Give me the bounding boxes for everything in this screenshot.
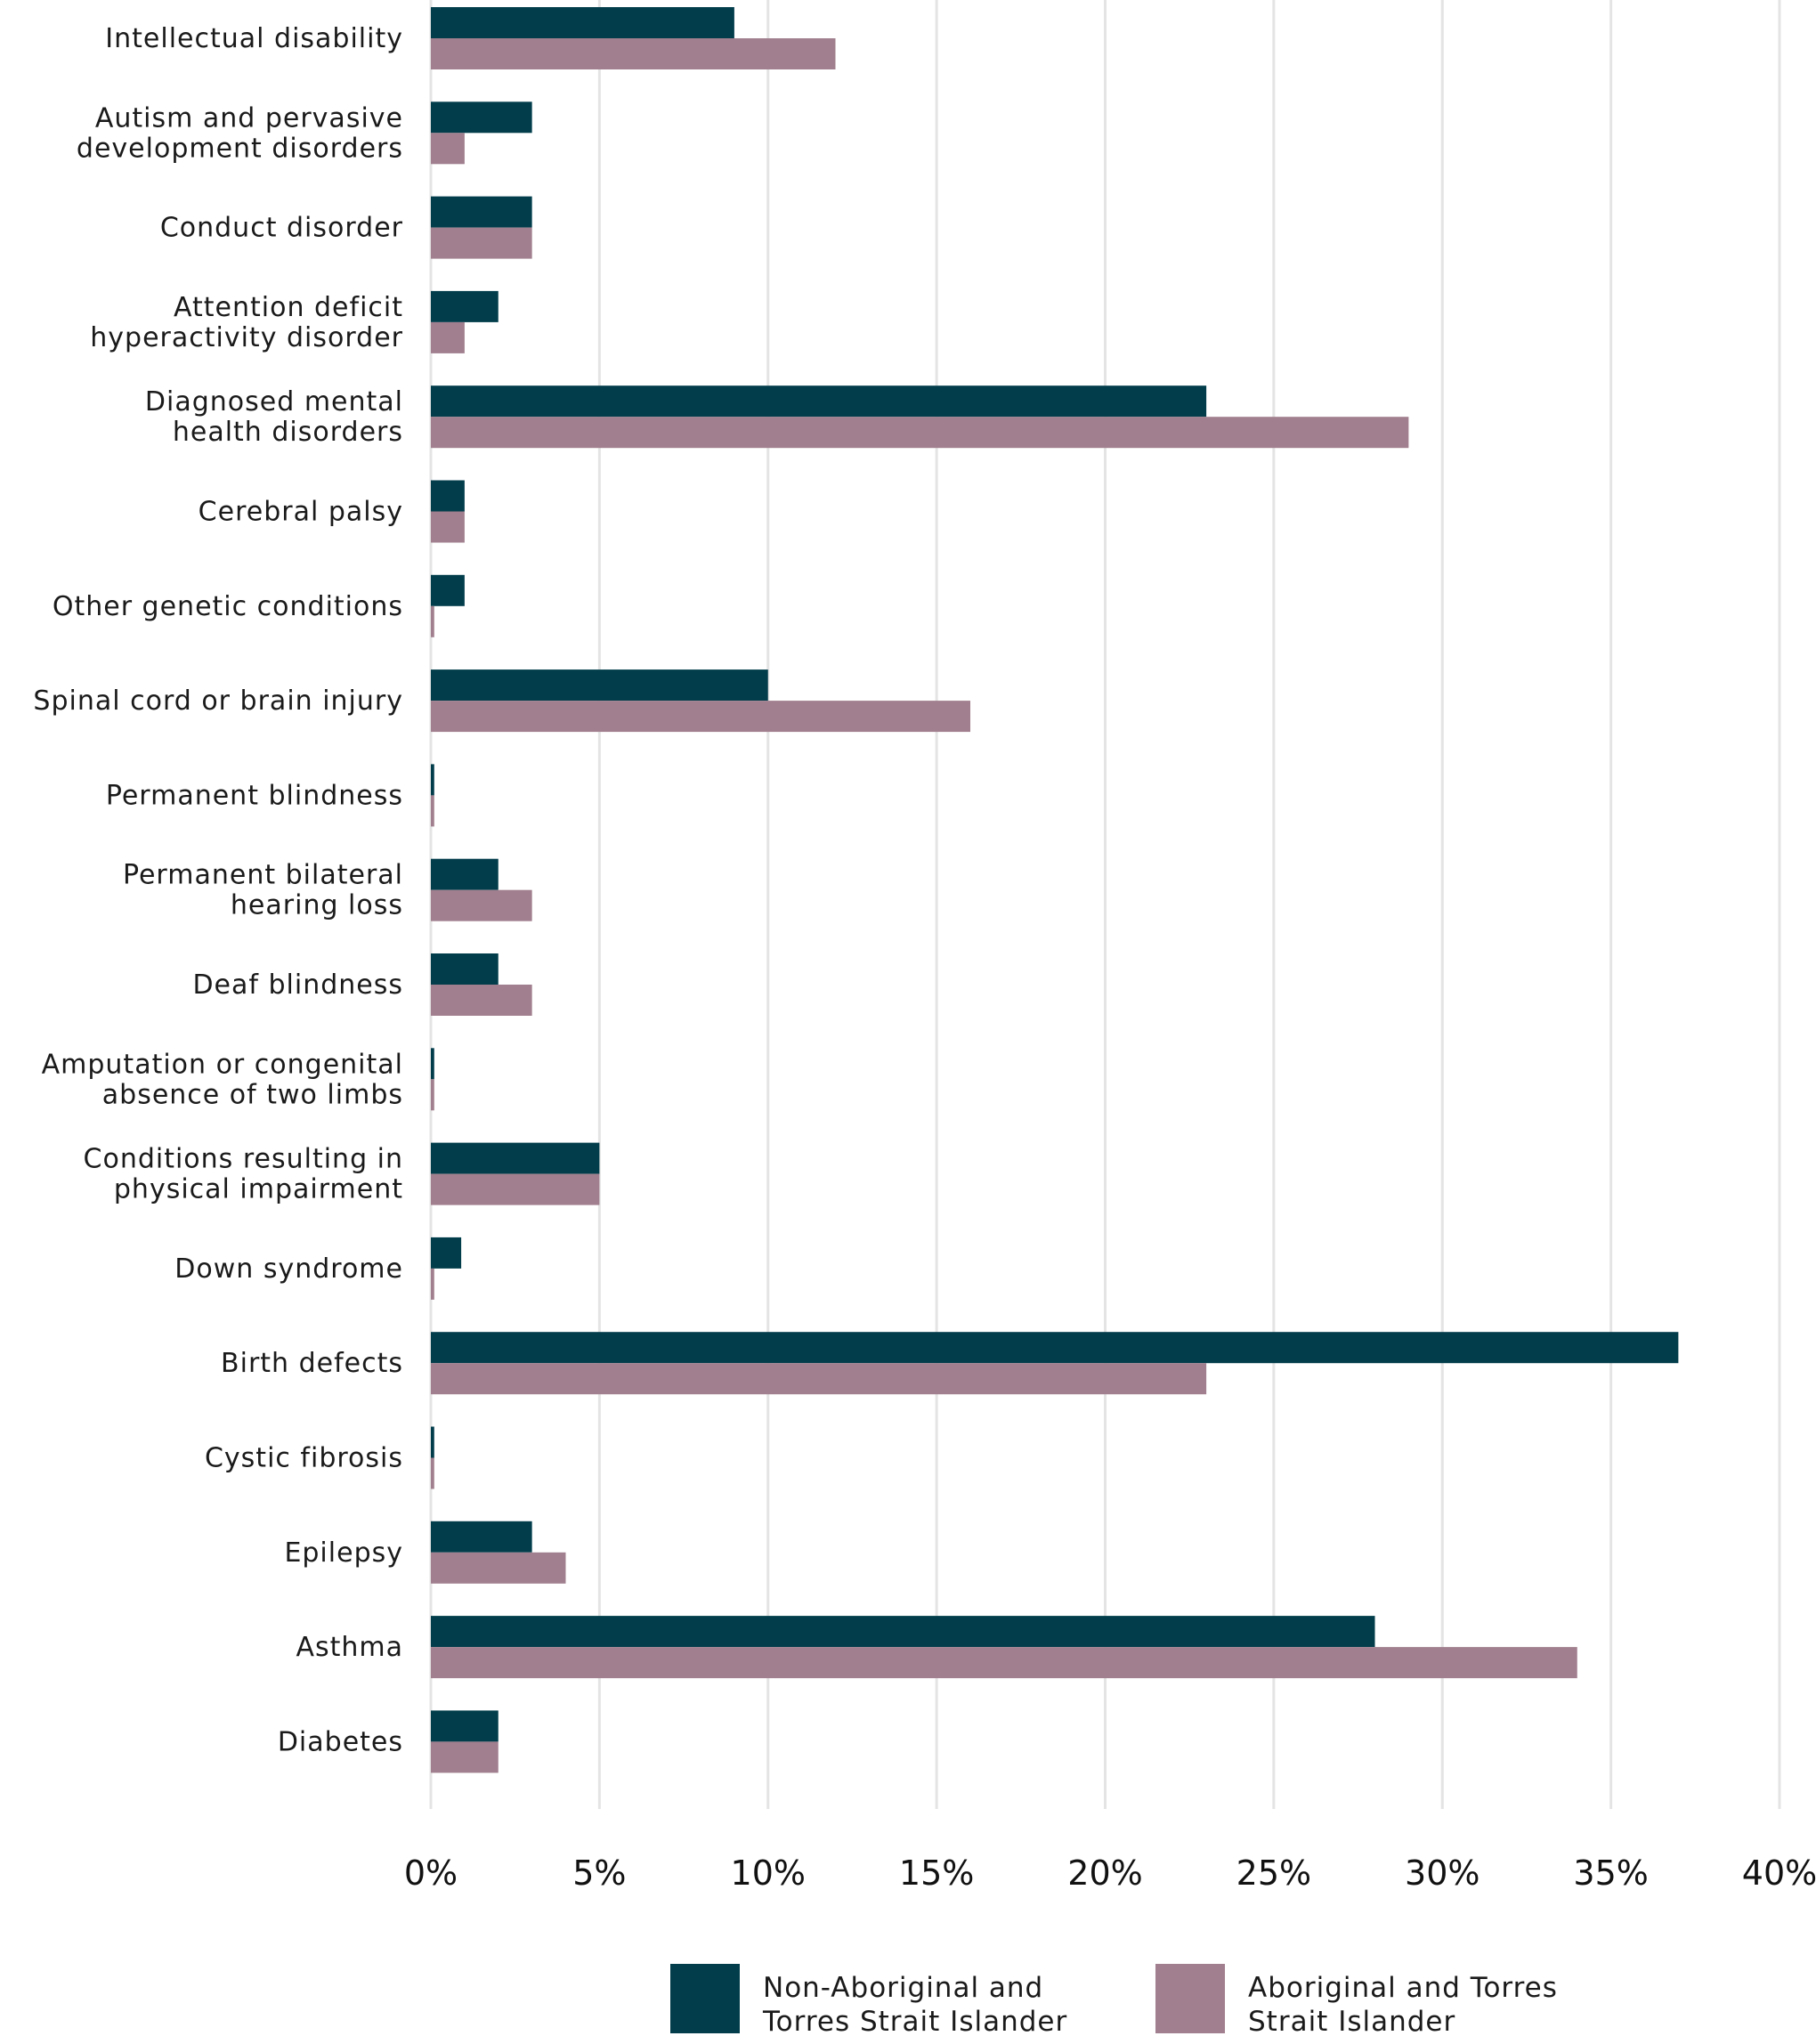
category-label: Conditions resulting in <box>84 1144 403 1175</box>
bar-non-aboriginal <box>431 953 499 985</box>
bar-non-aboriginal <box>431 1521 532 1553</box>
x-tick-label: 15% <box>899 1853 974 1893</box>
category-label: Conduct disorder <box>160 213 403 244</box>
bar-non-aboriginal <box>431 1426 434 1458</box>
x-axis-ticks: 0% 5% 10% 15% 20% 25% 30% 35% 40% <box>404 1853 1816 1893</box>
bar-non-aboriginal <box>431 1048 434 1080</box>
bar-non-aboriginal <box>431 290 499 322</box>
bar-aboriginal <box>431 985 532 1016</box>
category-label: Down syndrome <box>174 1253 403 1285</box>
bar-aboriginal <box>431 1079 434 1111</box>
bar-non-aboriginal <box>431 858 499 890</box>
category-label: hearing loss <box>231 890 403 921</box>
x-tick-label: 40% <box>1742 1853 1816 1893</box>
category-label: Autism and pervasive <box>95 102 403 134</box>
category-label: physical impairment <box>114 1174 403 1205</box>
bars <box>431 7 1679 1773</box>
bar-non-aboriginal <box>431 480 465 512</box>
category-label: Intellectual disability <box>105 23 403 54</box>
category-label: Permanent blindness <box>106 780 403 811</box>
x-tick-label: 25% <box>1236 1853 1311 1893</box>
category-label: absence of two limbs <box>102 1079 403 1110</box>
bar-non-aboriginal <box>431 7 734 38</box>
legend-swatch-aboriginal <box>1155 1964 1225 2033</box>
bar-aboriginal <box>431 1741 499 1773</box>
x-tick-label: 5% <box>572 1853 626 1893</box>
x-tick-label: 30% <box>1405 1853 1480 1893</box>
bar-non-aboriginal <box>431 764 434 796</box>
bar-non-aboriginal <box>431 385 1207 418</box>
bar-aboriginal <box>431 1647 1577 1679</box>
legend-label: Non-Aboriginal and <box>763 1972 1043 2004</box>
category-label: Diabetes <box>278 1726 403 1757</box>
bar-aboriginal <box>431 321 465 353</box>
bar-aboriginal <box>431 1552 566 1584</box>
category-label: Amputation or congenital <box>42 1049 403 1080</box>
gridlines <box>429 0 1781 1809</box>
legend-label: Torres Strait Islander <box>762 2006 1067 2038</box>
category-label: Deaf blindness <box>192 969 403 1001</box>
bar-aboriginal <box>431 1268 434 1300</box>
category-label: hyperactivity disorder <box>90 322 403 353</box>
category-labels: Intellectual disability Autism and pervas… <box>33 23 403 1757</box>
bar-aboriginal <box>431 1457 434 1489</box>
legend-swatch-non-aboriginal <box>670 1964 740 2033</box>
bar-aboriginal <box>431 511 465 543</box>
bar-aboriginal <box>431 889 532 921</box>
bar-non-aboriginal <box>431 669 768 702</box>
category-label: Cerebral palsy <box>199 497 403 528</box>
legend-label: Aboriginal and Torres <box>1248 1972 1558 2004</box>
bar-aboriginal <box>431 417 1409 449</box>
category-label: Other genetic conditions <box>53 591 403 622</box>
category-label: health disorders <box>173 417 403 448</box>
category-label: Epilepsy <box>284 1537 403 1569</box>
x-tick-label: 35% <box>1573 1853 1648 1893</box>
bar-aboriginal <box>431 38 836 69</box>
category-label: Attention deficit <box>174 292 403 323</box>
category-label: Spinal cord or brain injury <box>33 685 403 717</box>
bar-aboriginal <box>431 1363 1207 1395</box>
bar-non-aboriginal <box>431 1710 499 1742</box>
bar-non-aboriginal <box>431 101 532 134</box>
bar-aboriginal <box>431 605 434 637</box>
category-label: Permanent bilateral <box>123 860 403 891</box>
bar-aboriginal <box>431 1173 600 1205</box>
x-tick-label: 10% <box>731 1853 806 1893</box>
bar-non-aboriginal <box>431 196 532 228</box>
bar-aboriginal <box>431 795 434 827</box>
category-label: Asthma <box>296 1632 403 1663</box>
bar-aboriginal <box>431 701 970 733</box>
bar-aboriginal <box>431 227 532 259</box>
bar-non-aboriginal <box>431 1142 600 1174</box>
bar-non-aboriginal <box>431 1616 1375 1648</box>
bar-non-aboriginal <box>431 1332 1679 1364</box>
category-label: development disorders <box>77 133 403 164</box>
x-tick-label: 20% <box>1067 1853 1142 1893</box>
legend-label: Strait Islander <box>1248 2006 1455 2038</box>
category-label: Cystic fibrosis <box>205 1443 403 1474</box>
bar-non-aboriginal <box>431 1237 462 1269</box>
category-label: Birth defects <box>221 1348 403 1379</box>
category-label: Diagnosed mental <box>145 386 403 418</box>
bar-non-aboriginal <box>431 574 465 606</box>
bar-aboriginal <box>431 133 465 165</box>
x-tick-label: 0% <box>404 1853 458 1893</box>
